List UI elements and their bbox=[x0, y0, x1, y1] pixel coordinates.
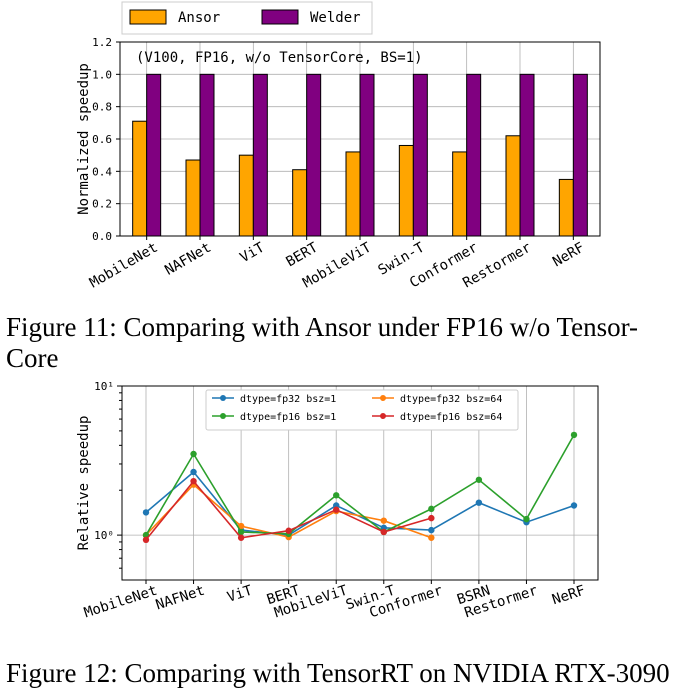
bar-welder-nafnet bbox=[199, 73, 215, 237]
bar-ansor-mobilenet bbox=[132, 120, 148, 237]
bar-welder-conformer bbox=[466, 73, 482, 237]
chart1-legend-label-welder: Welder bbox=[310, 10, 361, 26]
point-dtype-fp16-bsz-64-swin-t bbox=[380, 528, 387, 536]
point-dtype-fp16-bsz-1-mobilevit bbox=[333, 492, 340, 499]
point-dtype-fp16-bsz-1-vit bbox=[237, 528, 245, 536]
chart1-ytick-label-0-0: 0.0 bbox=[92, 230, 112, 243]
bar-ansor-vit bbox=[238, 154, 254, 237]
point-dtype-fp32-bsz-1-bsrn bbox=[475, 499, 483, 506]
chart1-ytick-label-1-2: 1.2 bbox=[92, 36, 112, 49]
bar-welder-restormer bbox=[519, 73, 535, 237]
chart1-legend-label-ansor: Ansor bbox=[178, 10, 220, 26]
point-dtype-fp32-bsz-64-vit bbox=[237, 522, 245, 530]
chart1-ytick-label-0-8: 0.8 bbox=[92, 101, 112, 114]
chart2-legend-label-dtype-fp16-bsz-64: dtype=fp16 bsz=64 bbox=[400, 412, 502, 423]
chart2-xtick-label-mobilenet: MobileNet bbox=[82, 583, 159, 622]
figure-11-bar-chart: Ansor Welder (V100, FP16, w/o TensorCore… bbox=[76, 1, 601, 291]
chart1-ytick-label-0-6: 0.6 bbox=[92, 133, 112, 146]
chart2-legend-marker-dtype-fp32-bsz-64 bbox=[380, 395, 386, 401]
point-dtype-fp16-bsz-64-mobilevit bbox=[333, 506, 340, 513]
point-dtype-fp32-bsz-1-conformer bbox=[428, 526, 435, 534]
figure-11-caption-line2: Core bbox=[6, 343, 59, 373]
chart2-xtick-label-nerf: NeRF bbox=[550, 583, 587, 609]
point-dtype-fp32-bsz-64-swin-t bbox=[380, 517, 387, 524]
point-dtype-fp32-bsz-1-mobilenet bbox=[142, 509, 150, 516]
bar-ansor-mobilevit bbox=[345, 151, 361, 237]
chart2-ytick-label-1: 10⁰ bbox=[94, 529, 114, 542]
figure-12-caption: Figure 12: Comparing with TensorRT on NV… bbox=[6, 658, 670, 688]
point-dtype-fp16-bsz-64-conformer bbox=[428, 514, 435, 522]
chart2-legend-marker-dtype-fp32-bsz-1 bbox=[220, 395, 226, 401]
point-dtype-fp16-bsz-1-nafnet bbox=[190, 450, 197, 458]
point-dtype-fp32-bsz-64-conformer bbox=[428, 534, 435, 541]
chart1-ytick-label-0-4: 0.4 bbox=[92, 165, 112, 178]
chart1-xtick-label-mobilenet: MobileNet bbox=[87, 240, 161, 292]
point-dtype-fp16-bsz-64-nafnet bbox=[190, 477, 197, 485]
chart2-y-axis-label: Relative speedup bbox=[76, 416, 92, 551]
bar-ansor-nafnet bbox=[185, 159, 201, 237]
bar-welder-swin-t bbox=[412, 73, 428, 237]
chart1-xtick-label-nafnet: NAFNet bbox=[162, 240, 214, 279]
chart2-legend-marker-dtype-fp16-bsz-64 bbox=[380, 413, 386, 419]
chart1-y-axis-label: Normalized speedup bbox=[76, 63, 92, 215]
chart1-ytick-label-0-2: 0.2 bbox=[92, 198, 112, 211]
chart1-annotation: (V100, FP16, w/o TensorCore, BS=1) bbox=[136, 50, 423, 66]
figure-11-caption: Figure 11: Comparing with Ansor under FP… bbox=[6, 312, 638, 374]
chart1-xtick-label-nerf: NeRF bbox=[550, 240, 587, 271]
chart1-y-ticks: 0.0 0.2 0.4 0.6 0.8 1.0 1.2 bbox=[92, 36, 120, 243]
bar-ansor-nerf bbox=[558, 178, 574, 237]
chart1-xtick-label-bert: BERT bbox=[283, 239, 321, 270]
point-dtype-fp16-bsz-1-conformer bbox=[428, 505, 435, 513]
point-dtype-fp16-bsz-1-restormer bbox=[523, 515, 530, 523]
point-dtype-fp16-bsz-64-mobilenet bbox=[142, 536, 150, 544]
chart2-legend-label-dtype-fp32-bsz-64: dtype=fp32 bsz=64 bbox=[400, 394, 502, 405]
chart2-y-ticks: 10⁰ 10¹ bbox=[94, 380, 122, 569]
point-dtype-fp16-bsz-1-bsrn bbox=[475, 476, 483, 483]
figure-11-caption-line1: Figure 11: Comparing with Ansor under FP… bbox=[6, 312, 639, 342]
point-dtype-fp16-bsz-1-nerf bbox=[570, 431, 578, 439]
chart2-legend-box bbox=[205, 389, 519, 431]
line-dtype-fp16-bsz-1 bbox=[145, 434, 575, 536]
chart2-legend-label-dtype-fp16-bsz-1: dtype=fp16 bsz=1 bbox=[240, 412, 336, 423]
chart1-ytick-label-1-0: 1.0 bbox=[92, 68, 112, 81]
chart1-xtick-label-vit: ViT bbox=[237, 239, 267, 266]
point-dtype-fp32-bsz-1-nerf bbox=[570, 502, 578, 509]
bar-ansor-conformer bbox=[452, 151, 468, 237]
bar-welder-mobilevit bbox=[359, 73, 375, 237]
point-dtype-fp32-bsz-1-nafnet bbox=[190, 468, 197, 476]
chart2-xtick-label-vit: ViT bbox=[225, 582, 255, 605]
bar-ansor-swin-t bbox=[398, 144, 414, 237]
point-dtype-fp16-bsz-64-bert bbox=[285, 527, 292, 534]
bar-welder-bert bbox=[306, 73, 322, 237]
chart2-ytick-label-10: 10¹ bbox=[94, 380, 114, 393]
chart2-legend: dtype=fp32 bsz=1 dtype=fp32 bsz=64 dtype=f… bbox=[205, 389, 519, 431]
bar-welder-nerf bbox=[572, 73, 588, 237]
chart2-xtick-label-nafnet: NAFNet bbox=[154, 583, 207, 614]
chart1-legend: Ansor Welder bbox=[121, 1, 373, 35]
chart1-bars bbox=[132, 73, 588, 237]
bar-ansor-restormer bbox=[505, 135, 521, 237]
chart1-legend-swatch-ansor bbox=[129, 9, 167, 25]
chart2-legend-marker-dtype-fp16-bsz-1 bbox=[220, 413, 226, 419]
chart2-legend-label-dtype-fp32-bsz-1: dtype=fp32 bsz=1 bbox=[240, 394, 336, 405]
bar-ansor-bert bbox=[292, 169, 308, 237]
chart1-legend-swatch-welder bbox=[261, 9, 299, 25]
bar-welder-vit bbox=[252, 73, 268, 237]
chart2-plot-frame bbox=[121, 385, 599, 581]
chart2-gridlines bbox=[122, 385, 598, 580]
chart2-lines bbox=[142, 431, 578, 544]
point-dtype-fp16-bsz-64-vit bbox=[237, 534, 245, 541]
bar-welder-mobilenet bbox=[146, 73, 162, 237]
